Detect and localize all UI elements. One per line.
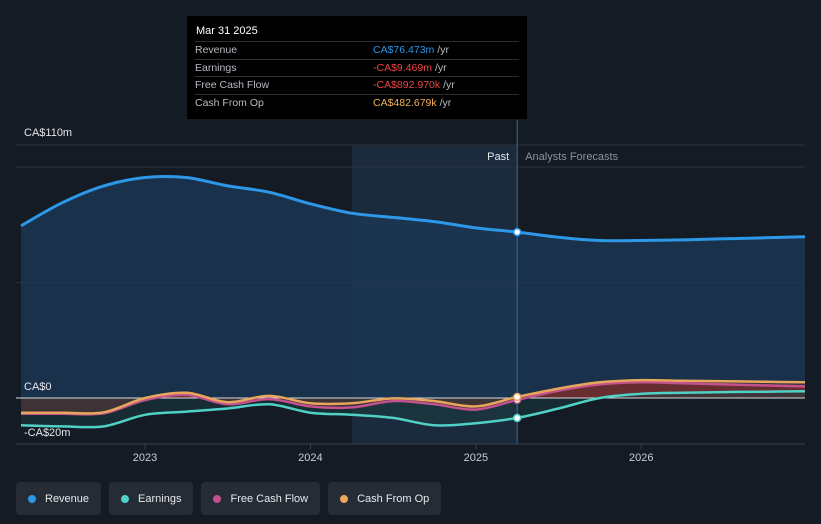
tooltip-label: Cash From Op <box>195 96 264 109</box>
cash-from-op-marker <box>512 392 522 402</box>
earnings-marker <box>512 413 522 423</box>
tooltip-label: Revenue <box>195 44 238 56</box>
tooltip-unit: /yr <box>434 61 447 74</box>
legend-item-revenue[interactable]: Revenue <box>16 482 102 515</box>
legend-label: Free Cash Flow <box>230 492 309 505</box>
earnings-line <box>20 390 806 429</box>
y-tick-label: -CA$20m <box>24 427 70 439</box>
legend-item-free-cash-flow[interactable]: Free Cash Flow <box>201 482 321 515</box>
revenue-marker <box>512 227 522 237</box>
tooltip-date: Mar 31 2025 <box>196 25 258 37</box>
tooltip-unit: /yr <box>437 44 449 56</box>
revenue-area <box>20 176 805 398</box>
revenue-dot-icon <box>28 494 36 503</box>
forecast-label: Analysts Forecasts <box>525 151 618 163</box>
legend-item-cash-from-op[interactable]: Cash From Op <box>328 482 442 515</box>
legend: Revenue Earnings Free Cash Flow Cash Fro… <box>16 482 442 515</box>
tooltip-label: Earnings <box>195 61 237 74</box>
legend-label: Cash From Op <box>357 492 430 505</box>
earnings-dot-icon <box>121 494 130 503</box>
tooltip-unit: /yr <box>439 96 452 109</box>
cash-from-op-area <box>20 380 805 414</box>
past-label: Past <box>487 151 509 163</box>
tooltip-row-free-cash-flow: Free Cash Flow -CA$892.970k /yr <box>195 76 519 94</box>
tooltip-row-revenue: Revenue CA$76.473m /yr <box>195 41 519 59</box>
free-cash-flow-dot-icon <box>213 494 222 503</box>
x-tick-label: 2026 <box>629 452 653 464</box>
legend-label: Earnings <box>138 492 182 505</box>
tooltip-row-cash-from-op: Cash From Op CA$482.679k /yr <box>195 93 519 112</box>
tooltip-unit: /yr <box>443 79 455 91</box>
y-tick-label: CA$0 <box>24 381 52 393</box>
x-tick-label: 2023 <box>133 452 157 464</box>
x-tick-label: 2024 <box>298 452 322 464</box>
tooltip-value: -CA$892.970k <box>373 79 441 91</box>
free-cash-flow-line <box>20 381 806 416</box>
tooltip-value: -CA$9.469m <box>373 61 432 74</box>
legend-item-earnings[interactable]: Earnings <box>109 482 194 515</box>
legend-label: Revenue <box>45 492 90 505</box>
tooltip-label: Free Cash Flow <box>195 79 270 91</box>
tooltip-row-earnings: Earnings -CA$9.469m /yr <box>195 58 519 77</box>
tooltip-value: CA$482.679k <box>373 96 437 109</box>
revenue-line <box>20 174 806 243</box>
x-tick-label: 2025 <box>464 452 488 464</box>
cash-from-op-line <box>20 378 806 415</box>
financials-chart: Past Analysts Forecasts CA$110m CA$0 -CA$20m… <box>16 120 806 464</box>
y-tick-label: CA$110m <box>24 127 72 139</box>
tooltip-value: CA$76.473m <box>373 44 435 56</box>
cash-from-op-dot-icon <box>340 494 349 503</box>
tooltip: Mar 31 2025 Revenue CA$76.473m /yr Earni… <box>187 16 527 119</box>
